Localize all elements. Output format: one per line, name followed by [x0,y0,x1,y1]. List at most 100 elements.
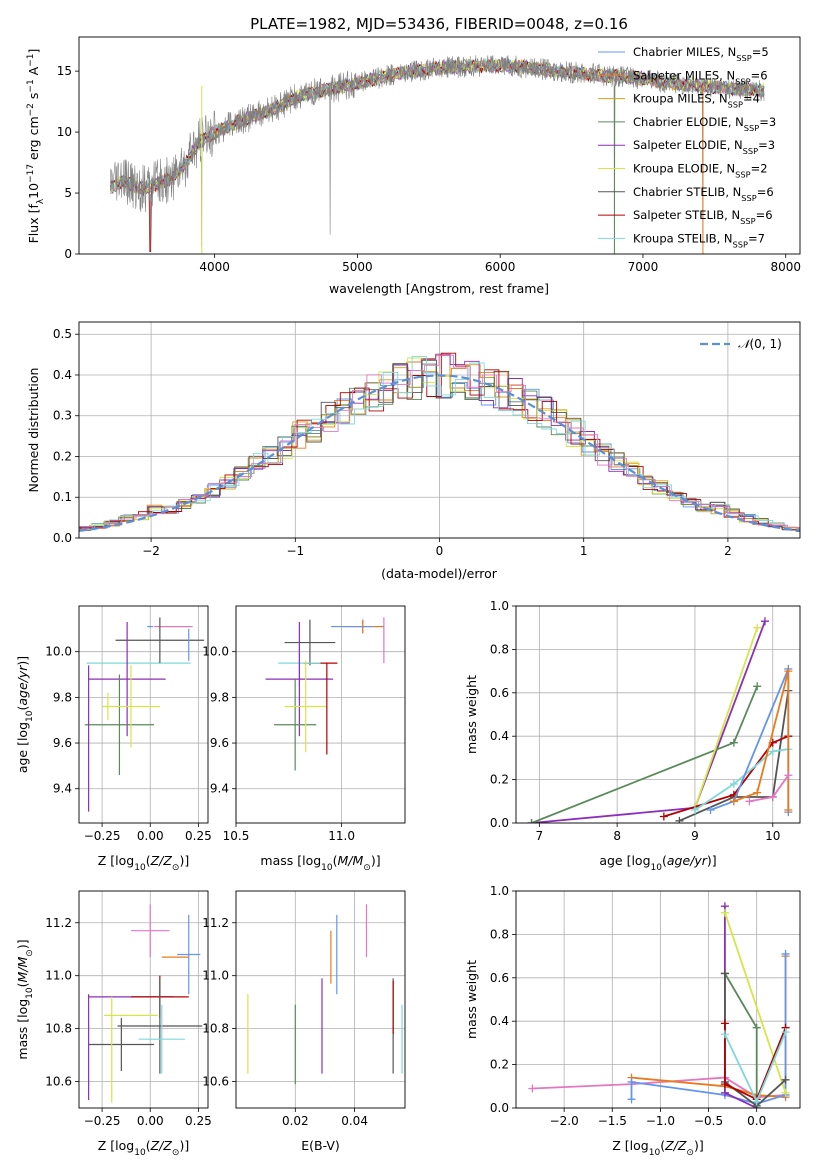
legend-label: Chabrier ELODIE, NSSP=3 [633,115,776,133]
legend-label: Kroupa MILES, NSSP=4 [633,92,760,110]
weight-line [724,912,787,1094]
x-tick-label: −0.25 [84,829,121,843]
x-tick-label: 7 [536,829,544,843]
y-tick-label: 1.0 [490,884,509,898]
y-tick-label: 10.8 [202,1022,229,1036]
plot-area [527,617,793,823]
x-tick-label: 0.02 [282,1114,309,1128]
x-tick-label: 11.0 [328,829,355,843]
x-tick-label: 0.00 [137,1114,164,1128]
y-tick-label: 0.4 [490,1014,509,1028]
x-axis-label: wavelength [Angstrom, rest frame] [329,281,549,296]
weight-marker [768,747,777,756]
y-axis-label: age [log10(age/yr)] [15,656,35,773]
panel-z-age: −0.25 0.00 0.25 9.4 9.6 9.8 10.0 Z [log10(Z/Z⊙)… [15,605,212,873]
x-tick-label: 0.25 [185,829,212,843]
weight-marker [784,805,793,814]
weight-marker [781,1075,790,1084]
weight-marker [675,816,684,823]
axes-frame [235,890,406,1109]
x-tick-label: −1 [286,544,304,558]
y-tick-label: 11.0 [202,969,229,983]
x-tick-label: 9 [691,829,699,843]
weight-marker [720,1019,729,1028]
weight-marker [760,617,769,626]
y-axis-label: Flux [fλ10−17 erg cm−2 s−1 A−1] [26,49,46,244]
y-tick-label: 15 [57,64,72,78]
weight-marker [627,1077,636,1086]
x-axis-label: mass [log10(M/M⊙)] [260,853,380,873]
y-tick-label: 0.6 [490,686,509,700]
weight-line [733,670,790,810]
y-tick-label: 9.4 [53,782,72,796]
y-axis-label: mass weight [464,675,479,754]
y-tick-label: 0.0 [53,531,72,545]
axes-frame [78,36,801,255]
weight-marker [720,1080,729,1089]
gaussian-curve [79,374,800,532]
x-axis-label: Z [log10(Z/Z⊙)] [98,1138,189,1158]
weight-marker [659,812,668,821]
legend-label: Kroupa STELIB, NSSP=7 [633,231,765,249]
weight-marker [527,819,536,823]
y-tick-label: 10.0 [202,645,229,659]
x-tick-label: 0.04 [341,1114,368,1128]
axes-frame [78,605,209,824]
panel-z-mass: −0.25 0.00 0.25 10.6 10.8 11.0 11.2 Z [log10(Z/… [15,890,212,1158]
weight-marker [745,797,754,806]
x-tick-label: 8 [613,829,621,843]
y-tick-label: 10.6 [45,1075,72,1089]
y-tick-label: 9.8 [53,690,72,704]
weight-line [724,906,758,1108]
weight-line [694,748,789,811]
panel-z-mw: −2.0 −1.5 −1.0 −0.5 0.0 0.0 0.2 0.4 0.6 0.8 1.0 Z [… [464,884,801,1158]
legend: Chabrier MILES, NSSP=5 Salpeter MILES, NS… [598,45,776,249]
y-tick-label: 11.0 [45,969,72,983]
panel-age-mw: 7 8 9 10 0.0 0.2 0.4 0.6 0.8 1.0 age [log10(age/yr… [464,599,801,873]
x-tick-label: 0.00 [137,829,164,843]
panel-spectrum: 4000 5000 6000 7000 8000 0 5 10 15 wavelength [An… [26,36,801,296]
axes-frame [515,605,801,824]
weight-marker [784,771,793,780]
y-tick-label: 9.6 [210,736,229,750]
x-tick-label: 8000 [770,260,801,274]
model-spectrum [110,59,765,252]
x-tick-label: −0.25 [84,1114,121,1128]
y-tick-label: 0.2 [490,1058,509,1072]
x-tick-label: 2 [724,544,732,558]
weight-marker [720,908,729,917]
y-tick-label: 0.3 [53,409,72,423]
weight-marker [753,788,762,797]
x-axis-label: age [log10(age/yr)] [599,853,716,873]
weight-marker [720,969,729,978]
x-tick-label: −2.0 [550,1114,579,1128]
x-tick-label: 0 [436,544,444,558]
y-tick-label: 10.6 [202,1075,229,1089]
weight-marker [781,1028,790,1037]
weight-marker [627,1095,636,1104]
plot-area [265,617,385,771]
x-axis-label: Z [log10(Z/Z⊙)] [98,853,189,873]
x-tick-label: 4000 [199,260,230,274]
legend-label: Salpeter STELIB, NSSP=6 [633,208,773,226]
weight-marker [781,1088,790,1097]
legend-label: Kroupa ELODIE, NSSP=2 [633,162,768,180]
y-tick-label: 0.8 [490,642,509,656]
x-tick-label: 6000 [485,260,516,274]
axes-frame [515,890,801,1109]
y-tick-label: 0.4 [490,729,509,743]
plot-area [110,55,765,254]
y-tick-label: 0.1 [53,490,72,504]
y-axis-label: Normed distribution [26,368,41,493]
x-tick-label: −0.5 [694,1114,723,1128]
y-tick-label: 11.2 [45,916,72,930]
panel-mass-age: 10.5 11.0 9.4 9.6 9.8 10.0 mass [log10(M/M⊙)] [202,605,406,873]
figure-title: PLATE=1982, MJD=53436, FIBERID=0048, z=0… [250,15,628,33]
x-tick-label: 7000 [628,260,659,274]
plot-area [84,617,205,812]
weight-marker [720,1030,729,1039]
legend-label: 𝒩(0, 1) [738,337,782,351]
weight-marker [706,805,715,814]
y-tick-label: 0.2 [490,773,509,787]
